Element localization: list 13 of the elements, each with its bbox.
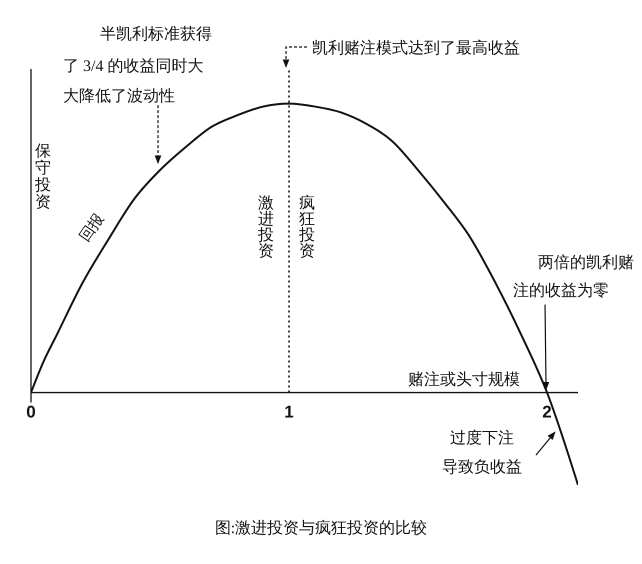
annotation: 两倍的凯利赌注的收益为零 — [513, 254, 634, 300]
annotation: 激进投资 — [257, 195, 274, 260]
annotation: 半凯利标准获得了 3/4 的收益同时大大降低了波动性 — [63, 25, 212, 106]
x-axis-title: 赌注或头寸规模 — [408, 370, 520, 389]
text: 回报 — [76, 210, 108, 246]
x-tick-label: 1 — [284, 402, 294, 422]
annotation: 疯狂投资 — [298, 194, 315, 260]
x-tick-label: 0 — [26, 402, 36, 422]
annotation: 过度下注导致负收益 — [442, 429, 522, 476]
x-tick-label: 2 — [542, 402, 552, 422]
annotation: 保守投资 — [34, 143, 51, 211]
legend-label: 凯利赌注模式达到了最高收益 — [312, 39, 520, 57]
text: 图:激进投资与疯狂投资的比较 — [214, 519, 428, 537]
